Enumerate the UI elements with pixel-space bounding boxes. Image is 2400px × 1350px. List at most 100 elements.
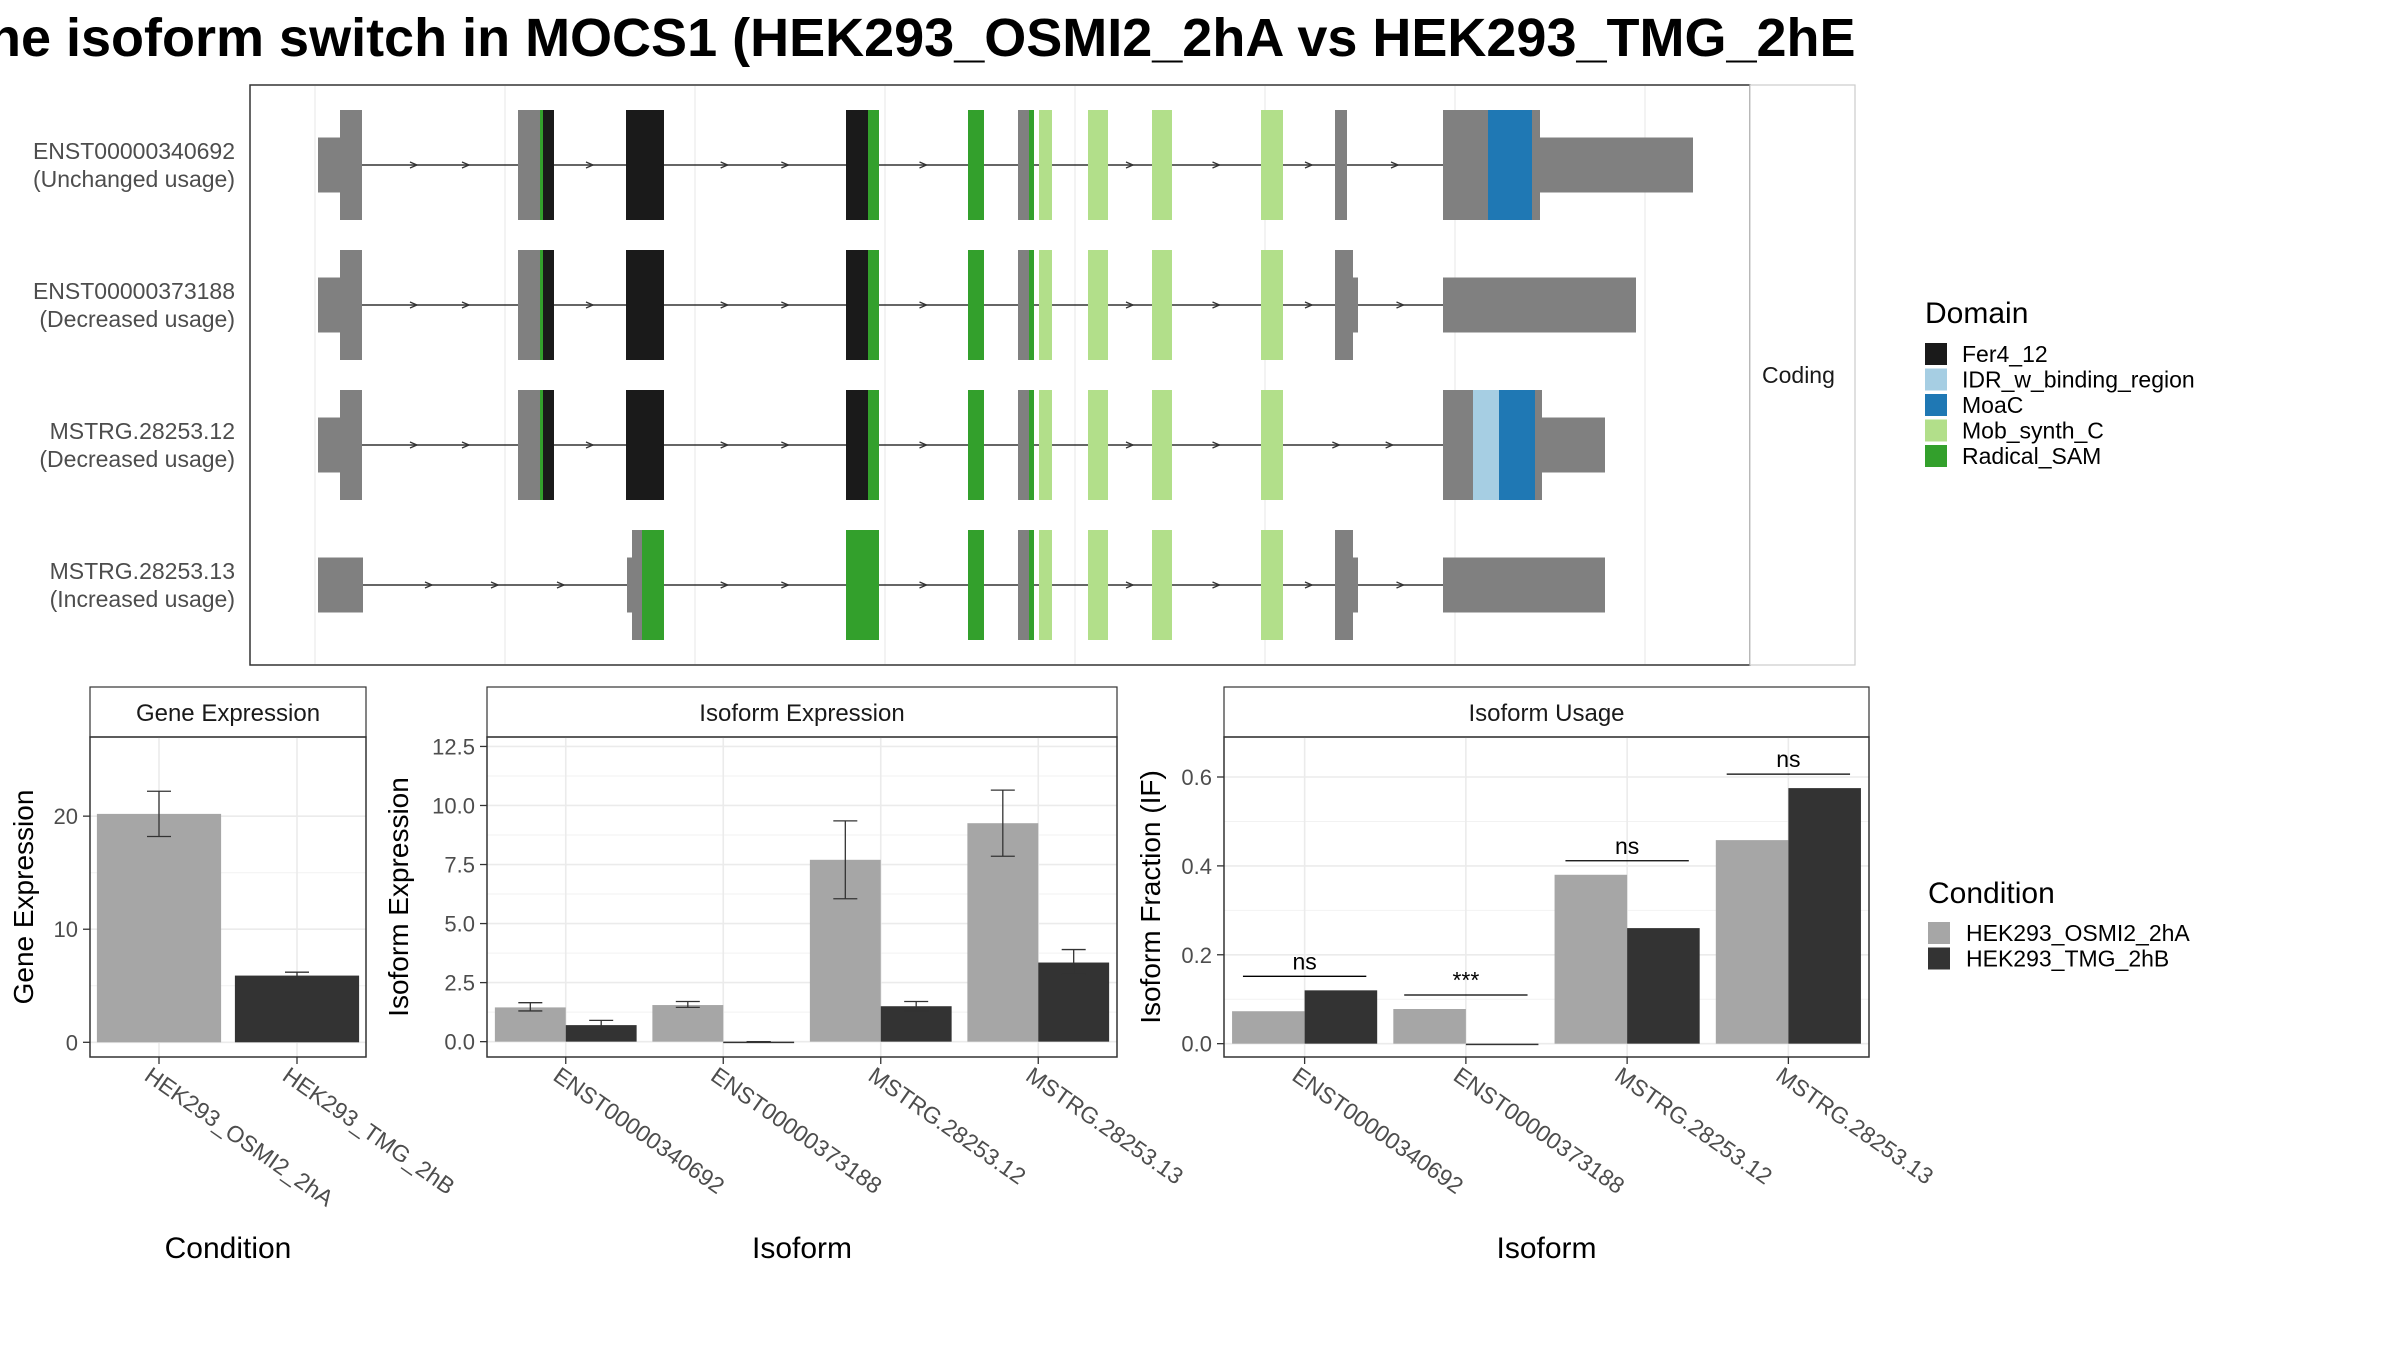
domain-legend-swatch [1925,394,1947,416]
exon-segment [846,250,868,360]
exon-segment [968,110,984,220]
exon-segment [1018,110,1029,220]
significance-label: *** [1452,967,1479,993]
exon-segment [1029,530,1034,640]
condition-legend-swatch [1928,947,1950,970]
exon-segment [318,137,340,193]
facet-strip-coding [1749,84,1856,666]
intron-arrow [1125,301,1135,309]
intron-arrow [409,161,419,169]
significance-label: ns [1292,948,1316,974]
exon-segment [318,557,363,613]
bar [967,823,1039,1042]
intron-arrow [1396,581,1406,589]
transcript-structure-panel: Coding ENST00000340692(Unchanged usage)E… [33,84,1856,666]
intron-arrow [556,581,566,589]
intron-arrow [1125,161,1135,169]
exon-segment [340,250,362,360]
exon-segment [1261,250,1283,360]
x-tick-label: ENST00000373188 [1449,1062,1629,1199]
condition-legend-title: Condition [1928,877,2055,910]
bar [96,813,222,1043]
bar-panel-2: Isoform Expression 0.0 2.5 5.0 7.5 10.0 12.5 EN… [383,686,1188,1265]
domain-legend-label: IDR_w_binding_region [1962,367,2195,393]
x-tick-label: MSTRG.28253.13 [1772,1062,1939,1190]
y-tick-label: 0.0 [1181,1032,1212,1057]
x-tick-label: ENST00000340692 [549,1062,729,1199]
domain-legend-label: Radical_SAM [1962,443,2101,469]
intron-arrow [461,301,471,309]
exon-segment [1532,110,1540,220]
exon-segment [1029,390,1034,500]
significance-label: ns [1776,746,1800,772]
panel-title: Isoform Usage [1468,700,1624,727]
exon-segment [543,110,554,220]
exon-segment [968,250,984,360]
intron-arrow [1304,301,1314,309]
intron-arrow [781,301,790,309]
panel-frame [89,736,367,1058]
significance-label: ns [1615,833,1639,859]
bar [565,1025,637,1042]
y-tick-label: 0.2 [1181,943,1212,968]
intron-arrow [781,161,790,169]
x-axis-title: Condition [165,1232,292,1265]
intron-arrow [1332,441,1341,449]
exon-segment [868,110,879,220]
y-tick-label: 10 [54,917,78,942]
panel-frame [486,736,1118,1058]
exon-segment [518,250,540,360]
exon-segment [968,390,984,500]
transcript-track-4 [318,530,1605,640]
x-tick-label: ENST00000340692 [1288,1062,1468,1199]
intron-arrow [424,581,434,589]
domain-legend-swatch [1925,343,1947,365]
y-axis-title: Isoform Fraction (IF) [1135,770,1166,1024]
exon-segment [1152,110,1172,220]
exon-segment [1353,277,1358,333]
bar [1304,990,1378,1044]
exon-segment [1443,277,1636,333]
panel-strip [486,686,1118,738]
intron-arrow [720,161,730,169]
x-axis-title: Isoform [752,1232,852,1265]
y-tick-label: 5.0 [444,912,475,937]
exon-segment [968,530,984,640]
y-tick-label: 0.0 [444,1030,475,1055]
condition-legend-label: HEK293_TMG_2hB [1966,946,2169,972]
y-axis-title: Gene Expression [8,790,39,1005]
intron-arrow [720,581,730,589]
exon-segment [340,110,362,220]
intron-arrow [720,301,730,309]
x-tick-label: ENST00000373188 [706,1062,886,1199]
y-tick-label: 2.5 [444,971,475,996]
transcript-id-label: MSTRG.28253.12 [50,418,235,444]
exon-segment [1039,530,1052,640]
exon-segment [1499,390,1535,500]
bar [880,1006,952,1042]
exon-segment [1029,250,1034,360]
panel-frame [1223,736,1870,1058]
exon-segment [1088,250,1108,360]
exon-segment [318,277,340,333]
domain-legend-swatch [1925,419,1947,442]
bar [1788,788,1861,1044]
transcript-labels: ENST00000340692(Unchanged usage) ENST0000… [33,138,235,612]
intron-arrow [781,581,790,589]
facet-label-coding: Coding [1762,362,1835,388]
bar-panel-3: Isoform Usage ns *** ns ns 0.0 0.2 0.4 0.6 ENST00… [1135,686,1939,1265]
y-tick-label: 12.5 [432,734,475,759]
intron-arrow [585,441,595,449]
intron-arrow [585,301,595,309]
exon-segment [1261,530,1283,640]
exon-segment [627,557,632,613]
transcript-track-2 [318,250,1636,360]
panel-strip [1223,686,1870,738]
exon-segment [1443,557,1605,613]
intron-arrow [1212,581,1222,589]
figure-title: he isoform switch in MOCS1 (HEK293_OSMI2… [0,8,1856,68]
transcript-usage-label: (Decreased usage) [39,306,235,332]
exon-segment [543,390,554,500]
domain-legend-label: MoaC [1962,392,2023,418]
